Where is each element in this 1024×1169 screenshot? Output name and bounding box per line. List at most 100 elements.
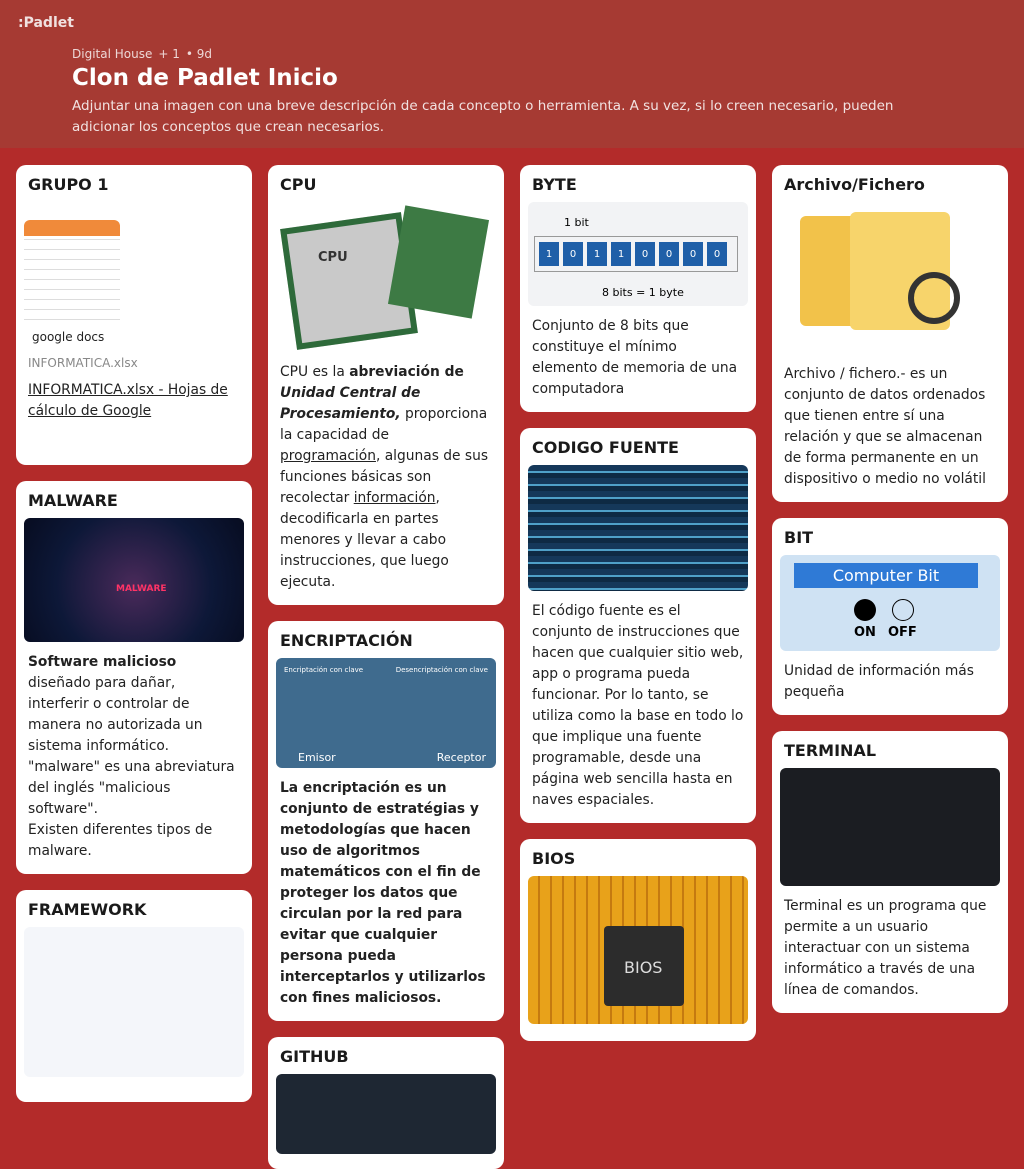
image-label: Computer Bit: [794, 563, 978, 588]
logo[interactable]: :Padlet: [18, 15, 74, 31]
post[interactable]: CODIGO FUENTE El código fuente es el con…: [520, 428, 756, 823]
text-segment: La encriptación es un conjunto de estrat…: [280, 780, 486, 1006]
post-body: Software malicioso diseñado para dañar, …: [16, 642, 252, 862]
post[interactable]: GRUPO 1 google docs INFORMATICA.xlsx INF…: [16, 165, 252, 465]
post[interactable]: BIOS BIOS: [520, 839, 756, 1041]
text-segment: El código fuente es el conjunto de instr…: [532, 603, 744, 808]
image-label: CPU: [318, 250, 348, 265]
image: Computer Bit ON OFF: [780, 555, 1000, 651]
post-body: Archivo / fichero.- es un conjunto de da…: [772, 354, 1008, 490]
paragraph: Unidad de información más pequeña: [784, 661, 996, 703]
paragraph: Software malicioso diseñado para dañar, …: [28, 652, 240, 820]
board: GRUPO 1 google docs INFORMATICA.xlsx INF…: [16, 165, 1008, 1169]
author[interactable]: Digital House: [72, 47, 153, 61]
image-label: Encriptación con clave: [284, 666, 364, 674]
post[interactable]: GITHUB: [268, 1037, 504, 1169]
thumbnail[interactable]: google docs: [24, 220, 120, 348]
header: :Padlet Digital House + 1 • 9d Clon de Pad…: [0, 0, 1024, 148]
post[interactable]: ENCRIPTACIÓN Encriptación con clave Dese…: [268, 621, 504, 1021]
image-label: Desencriptación con clave: [395, 666, 488, 674]
post-body: Terminal es un programa que permite a un…: [772, 886, 1008, 1001]
post[interactable]: FRAMEWORK: [16, 890, 252, 1102]
bit-cell: 0: [635, 242, 655, 266]
post[interactable]: MALWARE MALWARE Software malicioso diseñ…: [16, 481, 252, 874]
title: Clon de Padlet Inicio: [72, 65, 338, 91]
image-label: ON: [854, 625, 876, 640]
paragraph: La encriptación es un conjunto de estrat…: [280, 778, 492, 1009]
text-segment: Archivo / fichero.- es un conjunto de da…: [784, 366, 986, 487]
post-body: El código fuente es el conjunto de instr…: [520, 591, 756, 811]
image-label: Emisor: [298, 751, 336, 764]
image-label: google docs: [24, 326, 120, 348]
text-segment: programación: [280, 448, 376, 464]
post[interactable]: TERMINAL Terminal es un programa que per…: [772, 731, 1008, 1013]
column: GRUPO 1 google docs INFORMATICA.xlsx INF…: [16, 165, 252, 1169]
bit-cell: 0: [659, 242, 679, 266]
bit-cell: 0: [563, 242, 583, 266]
age: • 9d: [185, 47, 213, 61]
paragraph: Terminal es un programa que permite a un…: [784, 896, 996, 1001]
post-title: GRUPO 1: [28, 175, 109, 194]
text-segment: Unidad de información más pequeña: [784, 663, 974, 700]
text-segment: Conjunto de 8 bits que constituye el mín…: [532, 318, 738, 397]
column: Archivo/Fichero Archivo / fichero.- es u…: [772, 165, 1008, 1169]
image: CPU: [276, 202, 496, 352]
post[interactable]: Archivo/Fichero Archivo / fichero.- es u…: [772, 165, 1008, 502]
post-body: La encriptación es un conjunto de estrat…: [268, 768, 504, 1009]
text-segment: , algunas de sus funciones básicas son r…: [280, 448, 489, 506]
image: [780, 768, 1000, 886]
post-body: Unidad de información más pequeña: [772, 651, 1008, 703]
paragraph: El código fuente es el conjunto de instr…: [532, 601, 744, 811]
image: MALWARE: [24, 518, 244, 642]
post-title: MALWARE: [28, 491, 118, 510]
text-segment: Software malicioso: [28, 654, 177, 670]
description: Adjuntar una imagen con una breve descri…: [72, 98, 894, 135]
text-segment: proporciona la capacidad de: [280, 406, 488, 443]
image: [528, 465, 748, 591]
post-body: Conjunto de 8 bits que constituye el mín…: [520, 306, 756, 400]
post-title: ENCRIPTACIÓN: [280, 631, 413, 650]
post-title: Archivo/Fichero: [784, 175, 925, 194]
post-title: CPU: [280, 175, 317, 194]
bit-cell: 1: [611, 242, 631, 266]
bit-cell: 1: [587, 242, 607, 266]
post-title: BIOS: [532, 849, 576, 868]
post-body: CPU es la abreviación de Unidad Central …: [268, 352, 504, 593]
post-title: BYTE: [532, 175, 577, 194]
image: BIOS: [528, 876, 748, 1024]
image: [276, 1074, 496, 1154]
paragraph: CPU es la abreviación de Unidad Central …: [280, 362, 492, 593]
post-title: CODIGO FUENTE: [532, 438, 679, 457]
paragraph: Conjunto de 8 bits que constituye el mín…: [532, 316, 744, 400]
paragraph: Existen diferentes tipos de malware.: [28, 820, 240, 862]
text-segment: información: [353, 490, 436, 506]
post-title: FRAMEWORK: [28, 900, 147, 919]
text-segment: Unidad Central de Procesamiento,: [280, 385, 421, 422]
text-segment: Terminal es un programa que permite a un…: [784, 898, 987, 998]
image: [24, 927, 244, 1077]
column: CPU CPU CPU es la abreviación de Unidad …: [268, 165, 504, 1169]
image: Encriptación con clave Desencriptación c…: [276, 658, 496, 768]
image: [780, 202, 1000, 354]
contributors[interactable]: + 1: [158, 47, 180, 61]
post[interactable]: CPU CPU CPU es la abreviación de Unidad …: [268, 165, 504, 605]
image-label: 8 bits = 1 byte: [602, 286, 684, 299]
bit-cell: 0: [707, 242, 727, 266]
image-label: BIOS: [624, 958, 663, 977]
post[interactable]: BIT Computer Bit ON OFF Unidad de inform…: [772, 518, 1008, 715]
meta: Digital House + 1 • 9d: [72, 47, 218, 61]
image-label: 1 bit: [564, 216, 589, 229]
caption: INFORMATICA.xlsx: [28, 356, 138, 370]
bit-cell: 0: [683, 242, 703, 266]
image-label: Receptor: [436, 751, 486, 764]
image-label: MALWARE: [116, 584, 167, 594]
post-title: TERMINAL: [784, 741, 877, 760]
post-title: BIT: [784, 528, 814, 547]
attachment-link[interactable]: INFORMATICA.xlsx - Hojas de cálculo de G…: [28, 382, 228, 419]
text-segment: Existen diferentes tipos de malware.: [28, 822, 213, 859]
text-segment: diseñado para dañar, interferir o contro…: [28, 675, 235, 817]
